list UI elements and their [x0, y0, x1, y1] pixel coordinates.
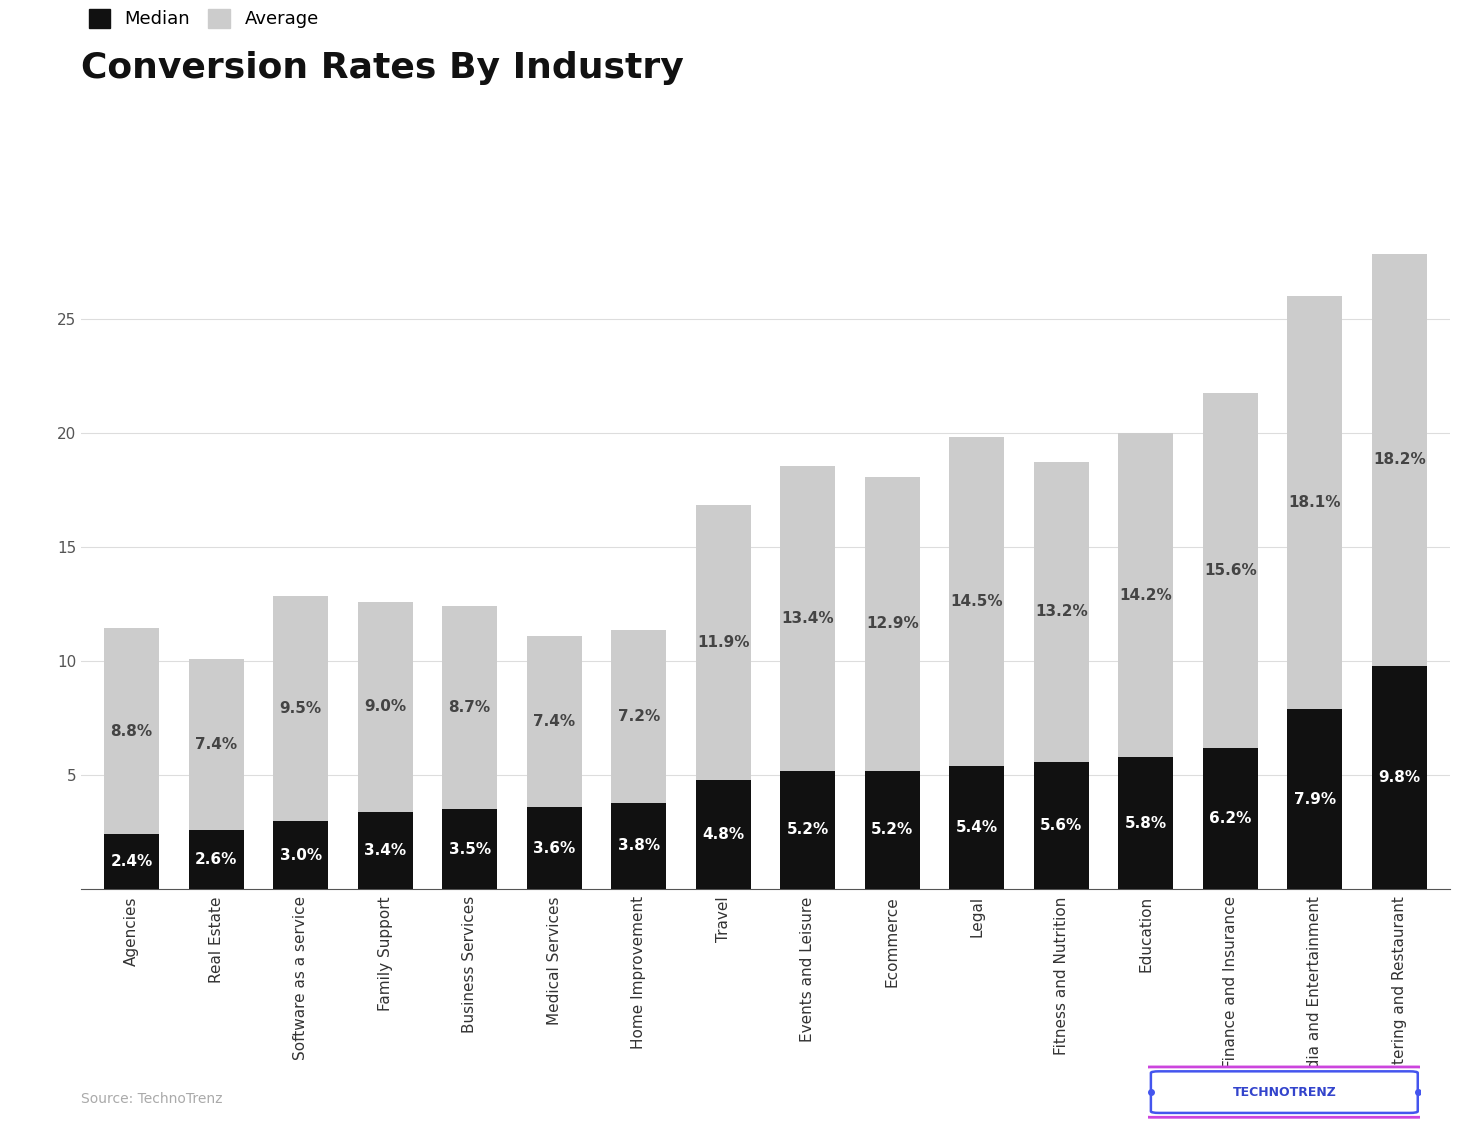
- Text: 7.4%: 7.4%: [196, 736, 237, 752]
- Bar: [1033, 762, 1089, 889]
- Bar: [358, 812, 412, 889]
- Bar: [442, 809, 498, 889]
- Text: Source: TechnoTrenz: Source: TechnoTrenz: [81, 1092, 222, 1106]
- Text: 18.1%: 18.1%: [1288, 495, 1341, 511]
- Text: 13.2%: 13.2%: [1035, 604, 1088, 619]
- Bar: [442, 606, 498, 889]
- Bar: [949, 766, 1004, 889]
- Bar: [1033, 462, 1089, 889]
- Text: 11.9%: 11.9%: [696, 635, 749, 650]
- Bar: [864, 771, 920, 889]
- Bar: [105, 834, 159, 889]
- Text: 8.7%: 8.7%: [449, 700, 490, 716]
- Bar: [1119, 757, 1173, 889]
- Bar: [1287, 296, 1342, 889]
- Text: 3.5%: 3.5%: [449, 841, 490, 857]
- Text: 9.5%: 9.5%: [280, 701, 322, 716]
- Text: 5.2%: 5.2%: [871, 822, 913, 838]
- Bar: [105, 628, 159, 889]
- Bar: [1372, 254, 1426, 889]
- Text: 5.4%: 5.4%: [955, 820, 998, 836]
- Text: 14.2%: 14.2%: [1119, 587, 1172, 603]
- Text: 15.6%: 15.6%: [1204, 563, 1257, 578]
- Bar: [780, 771, 835, 889]
- Text: 12.9%: 12.9%: [866, 616, 919, 632]
- Text: 2.6%: 2.6%: [194, 852, 237, 868]
- Bar: [780, 466, 835, 889]
- Text: 2.4%: 2.4%: [110, 854, 153, 870]
- Bar: [188, 830, 244, 889]
- Text: 3.4%: 3.4%: [364, 842, 406, 858]
- Bar: [1372, 666, 1426, 889]
- Bar: [527, 807, 581, 889]
- Text: 6.2%: 6.2%: [1209, 811, 1251, 826]
- Text: 13.4%: 13.4%: [782, 611, 835, 626]
- Text: 5.8%: 5.8%: [1125, 815, 1167, 831]
- Legend: Median, Average: Median, Average: [88, 9, 319, 29]
- Text: 14.5%: 14.5%: [951, 594, 1002, 609]
- Text: 8.8%: 8.8%: [110, 724, 153, 739]
- Bar: [358, 602, 412, 889]
- Bar: [1203, 393, 1257, 889]
- Bar: [611, 803, 667, 889]
- Bar: [1119, 433, 1173, 889]
- Text: 7.9%: 7.9%: [1294, 791, 1335, 807]
- Bar: [188, 659, 244, 889]
- Bar: [696, 505, 751, 889]
- Text: 3.0%: 3.0%: [280, 847, 322, 863]
- Text: 7.2%: 7.2%: [618, 709, 659, 724]
- Bar: [611, 630, 667, 889]
- Text: 18.2%: 18.2%: [1373, 453, 1425, 467]
- Bar: [949, 437, 1004, 889]
- FancyBboxPatch shape: [1139, 1067, 1429, 1117]
- Text: 9.0%: 9.0%: [364, 699, 406, 715]
- Text: 5.6%: 5.6%: [1041, 817, 1082, 833]
- Bar: [274, 821, 328, 889]
- Text: 9.8%: 9.8%: [1378, 770, 1420, 785]
- Bar: [274, 596, 328, 889]
- Text: 3.6%: 3.6%: [533, 840, 576, 856]
- Text: 5.2%: 5.2%: [786, 822, 829, 838]
- Bar: [864, 477, 920, 889]
- Text: Conversion Rates By Industry: Conversion Rates By Industry: [81, 51, 683, 86]
- Text: 4.8%: 4.8%: [702, 826, 745, 842]
- Bar: [1203, 748, 1257, 889]
- Bar: [696, 780, 751, 889]
- Bar: [1287, 709, 1342, 889]
- Text: 3.8%: 3.8%: [618, 838, 659, 854]
- Bar: [527, 636, 581, 889]
- Text: TECHNOTRENZ: TECHNOTRENZ: [1232, 1085, 1337, 1099]
- Text: 7.4%: 7.4%: [533, 714, 576, 730]
